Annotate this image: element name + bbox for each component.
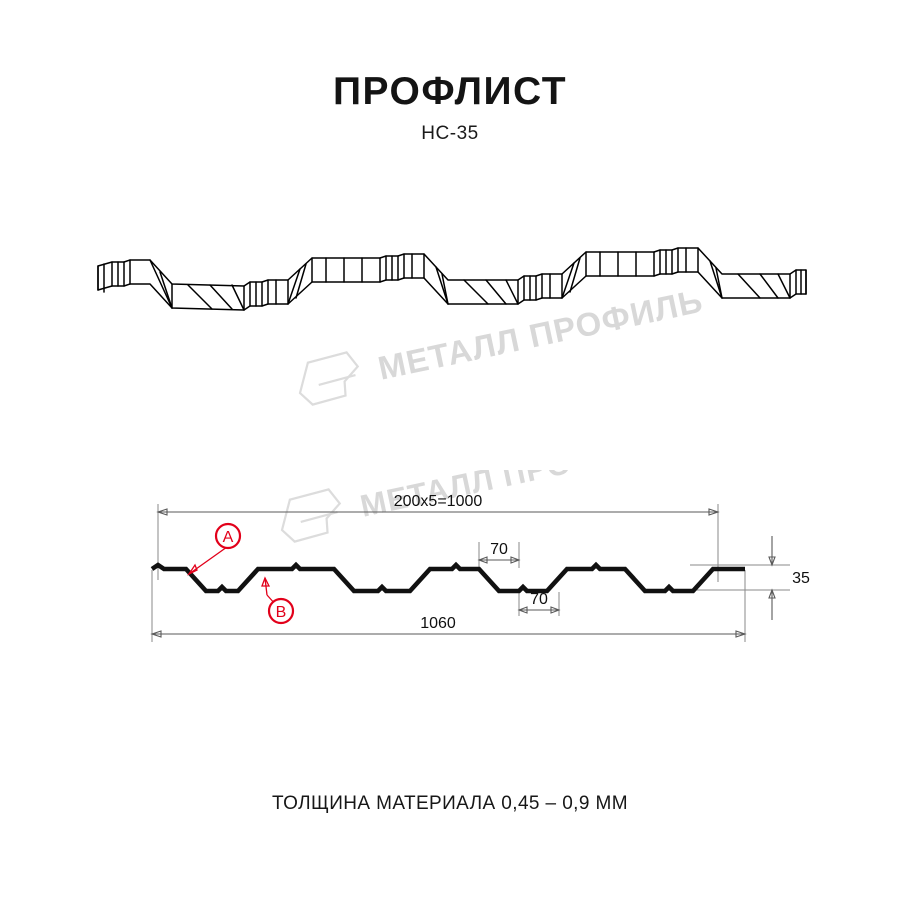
dimension-rib-top-label: 70 [490, 541, 508, 558]
title-block: ПРОФЛИСТ НС-35 [0, 70, 900, 145]
cross-section-profile: МЕТАЛЛ ПРОФИЛЬ 200x5=1000 [150, 470, 810, 642]
callout-b[interactable]: B [261, 576, 295, 625]
dimension-overall-width: 1060 [150, 615, 747, 638]
dimension-top-span: 200x5=1000 [156, 493, 720, 516]
callout-a-circle[interactable] [214, 522, 242, 550]
iso-fold-lines [97, 247, 807, 311]
dimension-valley: 70 [517, 591, 561, 614]
isometric-profile-sheet: МЕТАЛЛ ПРОФИЛЬ [97, 247, 807, 406]
dimension-height: 35 [768, 536, 810, 620]
callout-a-label: A [223, 529, 234, 546]
dimension-overall-width-label: 1060 [420, 615, 456, 632]
callout-a[interactable]: A [187, 522, 242, 576]
material-thickness-note: ТОЛЩИНА МАТЕРИАЛА 0,45 – 0,9 ММ [272, 793, 628, 814]
dimension-valley-label: 70 [530, 591, 548, 608]
page-title: ПРОФЛИСТ [332, 70, 568, 113]
dimension-top-span-label: 200x5=1000 [394, 493, 483, 510]
dimension-height-label: 35 [792, 570, 810, 587]
callout-b-circle[interactable] [267, 597, 295, 625]
profile-section-outline [150, 561, 745, 594]
dimension-rib-top: 70 [477, 541, 521, 564]
extension-lines [151, 504, 790, 642]
product-model: НС-35 [421, 122, 479, 144]
callout-b-label: B [276, 604, 287, 621]
